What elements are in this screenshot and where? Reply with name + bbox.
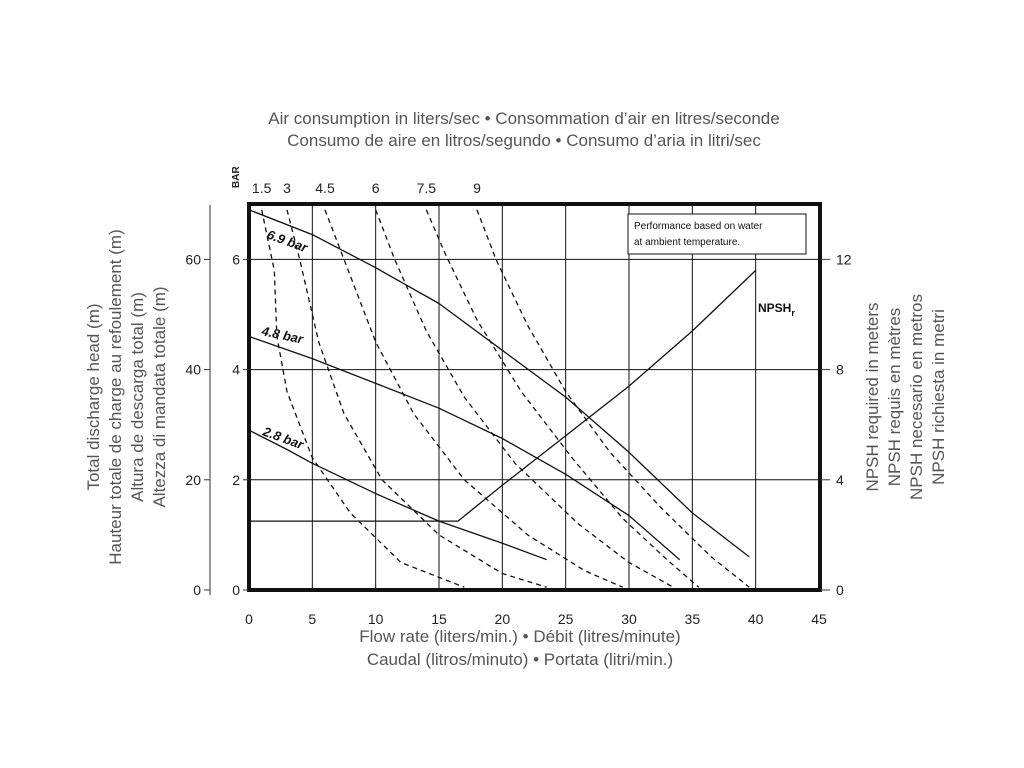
air-tick-label-9: 9 bbox=[473, 180, 481, 196]
right-axis-label-line-1: NPSH required in meters bbox=[863, 303, 882, 492]
chart-title: Air consumption in liters/sec • Consomma… bbox=[268, 109, 779, 150]
x-tick-label-40: 40 bbox=[748, 611, 764, 627]
air-curve-4.5 bbox=[324, 209, 623, 588]
x-tick-label-25: 25 bbox=[558, 611, 574, 627]
left-axis-label-line-3: Altura de descarga total (m) bbox=[128, 292, 147, 502]
curve-label-4.8-bar: 4.8 bar bbox=[259, 323, 305, 347]
series-line-6.9-bar bbox=[248, 209, 750, 558]
right-tick-label-0: 0 bbox=[836, 582, 844, 598]
chart-title-line-1: Air consumption in liters/sec • Consomma… bbox=[268, 109, 779, 128]
left-axis-label-line-1: Total discharge head (m) bbox=[84, 303, 103, 490]
left-bar-tick-label-6: 6 bbox=[232, 251, 240, 267]
air-tick-label-1.5: 1.5 bbox=[252, 180, 272, 196]
left-axis-label-line-2: Hauteur totale de charge au refoulement … bbox=[106, 229, 125, 564]
chart-curves bbox=[248, 209, 757, 588]
right-tick-label-8: 8 bbox=[836, 362, 844, 378]
chart-grid bbox=[249, 204, 819, 590]
right-axis-label-line-2: NPSH requis en mètres bbox=[885, 308, 904, 487]
note-box bbox=[627, 213, 807, 255]
x-tick-label-20: 20 bbox=[495, 611, 511, 627]
x-tick-label-5: 5 bbox=[308, 611, 316, 627]
air-tick-label-4.5: 4.5 bbox=[315, 180, 335, 196]
left-axis-label: Total discharge head (m) Hauteur totale … bbox=[84, 229, 169, 564]
air-curve-9 bbox=[476, 209, 750, 588]
x-tick-label-35: 35 bbox=[685, 611, 701, 627]
plot-frame bbox=[247, 202, 822, 592]
npshr-label: NPSHr bbox=[758, 301, 795, 318]
left-meter-tick-label-0: 0 bbox=[193, 582, 201, 598]
left-meter-tick-label-20: 20 bbox=[185, 472, 201, 488]
x-axis-label-line-2: Caudal (litros/minuto) • Portata (litri/… bbox=[367, 650, 673, 669]
air-tick-label-6: 6 bbox=[372, 180, 380, 196]
air-curve-6 bbox=[375, 209, 674, 588]
x-tick-label-15: 15 bbox=[431, 611, 447, 627]
series-line-4.8-bar bbox=[248, 335, 681, 561]
curve-labels: 6.9 bar 4.8 bar 2.8 bar NPSHr bbox=[259, 227, 795, 453]
air-tick-label-7.5: 7.5 bbox=[417, 180, 437, 196]
left-bar-tick-label-0: 0 bbox=[232, 582, 240, 598]
air-tick-label-3: 3 bbox=[283, 180, 291, 196]
x-tick-label-10: 10 bbox=[368, 611, 384, 627]
left-axis-label-line-4: Altezza di mandata totale (m) bbox=[150, 286, 169, 507]
left-meter-tick-label-60: 60 bbox=[185, 251, 201, 267]
note-line-2: at ambient temperature. bbox=[634, 237, 740, 248]
right-tick-label-4: 4 bbox=[836, 472, 844, 488]
x-axis-label: Flow rate (liters/min.) • Débit (litres/… bbox=[359, 627, 680, 669]
x-tick-label-30: 30 bbox=[621, 611, 637, 627]
x-axis-label-line-1: Flow rate (liters/min.) • Débit (litres/… bbox=[359, 627, 680, 646]
x-axis-ticks: 0 5 10 15 20 25 30 35 40 45 bbox=[245, 611, 827, 627]
series-line-2.8-bar bbox=[248, 429, 547, 561]
note-line-1: Performance based on water bbox=[634, 221, 763, 232]
air-curve-1.5 bbox=[261, 209, 465, 588]
x-tick-label-0: 0 bbox=[245, 611, 253, 627]
air-axis-unit: BAR bbox=[231, 166, 242, 188]
air-curve-3 bbox=[286, 209, 547, 588]
performance-note: Performance based on water at ambient te… bbox=[627, 213, 807, 255]
right-tick-label-12: 12 bbox=[836, 251, 852, 267]
left-bar-tick-label-4: 4 bbox=[232, 362, 240, 378]
series-line-npshr bbox=[249, 269, 757, 522]
left-bar-tick-label-2: 2 bbox=[232, 472, 240, 488]
chart-title-line-2: Consumo de aire en litros/segundo • Cons… bbox=[287, 131, 761, 150]
left-axis: 0 20 40 60 0 2 4 6 bbox=[185, 205, 249, 598]
x-tick-label-45: 45 bbox=[811, 611, 827, 627]
right-axis-label-line-3: NPSH necesario en metros bbox=[907, 294, 926, 500]
right-axis-label: NPSH required in meters NPSH requis en m… bbox=[863, 294, 948, 500]
air-curve-7.5 bbox=[425, 209, 700, 588]
air-consumption-ticks: 1.5 3 4.5 6 7.5 9 bbox=[252, 180, 481, 196]
right-axis-label-line-4: NPSH richiesta in metri bbox=[929, 309, 948, 485]
right-axis: 0 4 8 12 bbox=[819, 251, 852, 598]
left-meter-tick-label-40: 40 bbox=[185, 362, 201, 378]
